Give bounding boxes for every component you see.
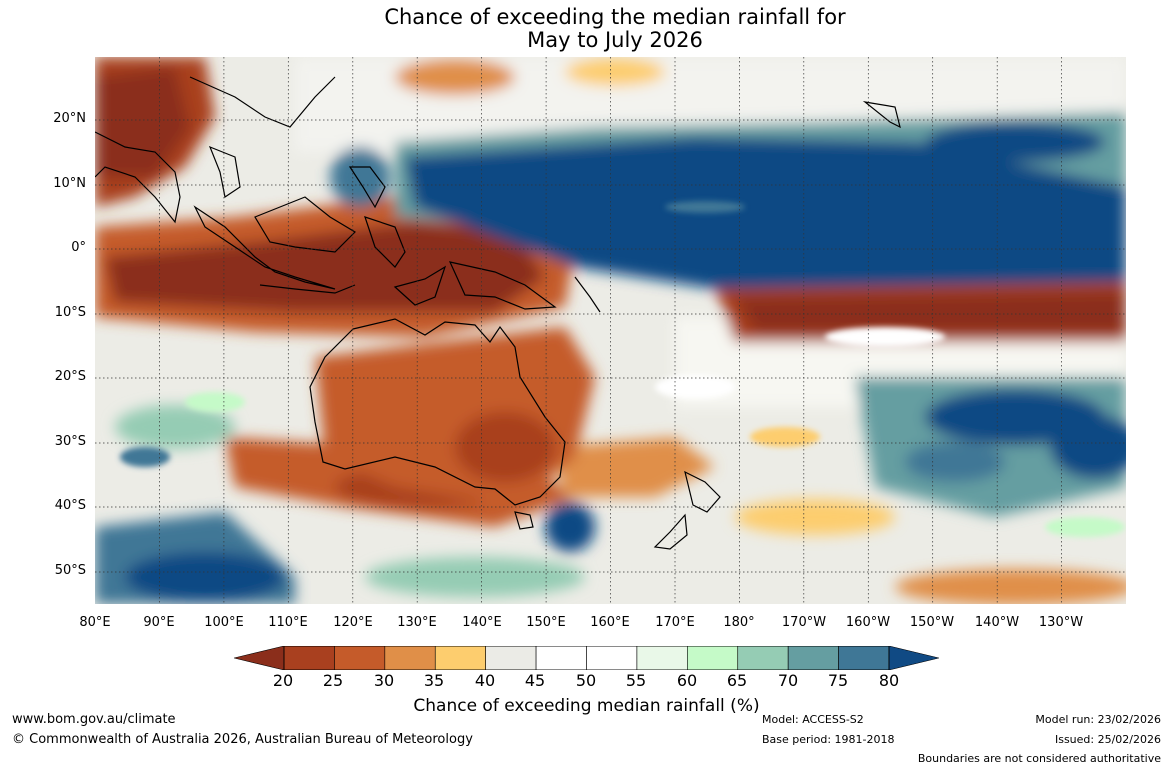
colorbar-bin xyxy=(737,646,789,670)
lat-label: 20°S xyxy=(54,369,86,384)
colorbar-under-arrow xyxy=(234,646,285,670)
colorbar-tick: 35 xyxy=(423,671,445,690)
colorbar-bin xyxy=(787,646,839,670)
colorbar-tick: 45 xyxy=(524,671,546,690)
colorbar-over-arrow xyxy=(888,646,939,670)
colorbar-bin xyxy=(283,646,335,670)
rainfall-probability-map xyxy=(95,57,1126,604)
colorbar-tick: 65 xyxy=(726,671,748,690)
lat-label: 20°N xyxy=(53,111,86,126)
probability-field xyxy=(95,57,1126,604)
colorbar-tick: 25 xyxy=(322,671,344,690)
colorbar-bin xyxy=(838,646,890,670)
model-text: Model: ACCESS-S2 xyxy=(762,713,864,726)
base-period-text: Base period: 1981-2018 xyxy=(762,733,895,746)
lat-label: 10°S xyxy=(54,305,86,320)
colorbar-tick: 70 xyxy=(777,671,799,690)
lat-label: 30°S xyxy=(54,434,86,449)
colorbar-bin xyxy=(535,646,587,670)
probability-detail xyxy=(120,201,1125,537)
issued-text: Issued: 25/02/2026 xyxy=(1054,733,1161,746)
colorbar-tick: 30 xyxy=(373,671,395,690)
lon-label: 140°E xyxy=(462,615,502,630)
colorbar-tick: 75 xyxy=(827,671,849,690)
lat-label: 10°N xyxy=(53,176,86,191)
lon-label: 80°E xyxy=(79,615,111,630)
coastlines xyxy=(95,76,901,550)
lon-label: 160°W xyxy=(845,615,891,630)
disclaimer-text: Boundaries are not considered authoritat… xyxy=(917,752,1161,765)
colorbar-bin xyxy=(485,646,537,670)
colorbar-bin xyxy=(384,646,436,670)
lat-label: 0° xyxy=(71,240,86,255)
map-title-line-2: May to July 2026 xyxy=(527,28,703,52)
lon-label: 90°E xyxy=(143,615,175,630)
lon-label: 100°E xyxy=(204,615,244,630)
lon-label: 130°W xyxy=(1038,615,1084,630)
map-canvas xyxy=(95,57,1126,604)
lon-label: 170°W xyxy=(781,615,827,630)
lat-label: 40°S xyxy=(54,498,86,513)
colorbar-bin xyxy=(687,646,739,670)
lon-label: 160°E xyxy=(590,615,630,630)
lon-label: 140°W xyxy=(974,615,1020,630)
colorbar-bins xyxy=(283,646,890,670)
colorbar-bin xyxy=(334,646,386,670)
colorbar xyxy=(234,646,939,670)
lon-label: 130°E xyxy=(397,615,437,630)
colorbar-tick: 55 xyxy=(625,671,647,690)
lon-label: 110°E xyxy=(268,615,308,630)
graticule xyxy=(95,57,1126,604)
lon-label: 180° xyxy=(723,615,755,630)
colorbar-tick: 50 xyxy=(575,671,597,690)
colorbar-tick: 60 xyxy=(676,671,698,690)
lon-label: 120°E xyxy=(333,615,373,630)
colorbar-tick: 40 xyxy=(474,671,496,690)
copyright-text: © Commonwealth of Australia 2026, Austra… xyxy=(12,732,473,747)
colorbar-tick: 80 xyxy=(878,671,900,690)
colorbar-bin xyxy=(434,646,486,670)
lon-label: 170°E xyxy=(655,615,695,630)
colorbar-bin xyxy=(636,646,688,670)
lon-label: 150°E xyxy=(526,615,566,630)
model-run-text: Model run: 23/02/2026 xyxy=(1035,713,1161,726)
colorbar-tick: 20 xyxy=(272,671,294,690)
colorbar-bin xyxy=(586,646,638,670)
colorbar-label: Chance of exceeding median rainfall (%) xyxy=(413,696,760,716)
lon-label: 150°W xyxy=(909,615,955,630)
website-text: www.bom.gov.au/climate xyxy=(12,712,176,727)
map-title-line-1: Chance of exceeding the median rainfall … xyxy=(384,5,846,29)
lat-label: 50°S xyxy=(54,563,86,578)
